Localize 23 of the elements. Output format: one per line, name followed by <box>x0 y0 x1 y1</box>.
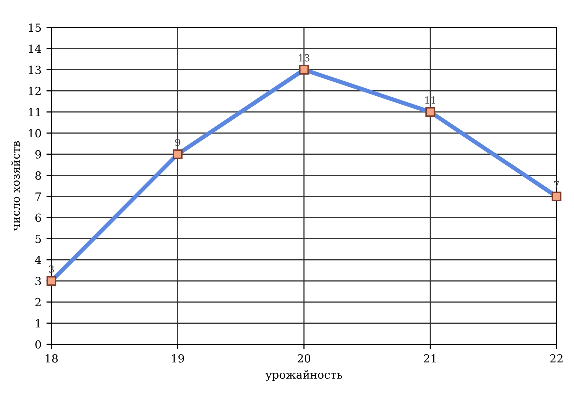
x-tick-label: 22 <box>550 354 563 363</box>
y-tick-label: 11 <box>29 108 40 116</box>
y-tick-label: 1 <box>36 319 40 328</box>
y-tick-label: 2 <box>36 298 41 306</box>
y-tick-label: 6 <box>36 214 42 222</box>
y-tick-label: 0 <box>36 340 42 349</box>
y-tick-label: 15 <box>29 24 42 32</box>
y-tick-label: 10 <box>29 129 42 138</box>
y-tick-label: 4 <box>35 256 42 264</box>
y-axis-title: число хозяйств <box>12 141 20 231</box>
y-tick-label: 13 <box>29 66 42 74</box>
y-tick-label: 7 <box>36 192 42 201</box>
x-tick-label: 18 <box>46 354 58 363</box>
y-tick-label: 12 <box>29 87 41 96</box>
x-tick-label: 20 <box>298 354 311 363</box>
y-tick-label: 9 <box>36 150 42 159</box>
x-tick-label: 21 <box>424 354 436 363</box>
y-tick-label: 3 <box>36 277 42 286</box>
x-axis-title: урожайность <box>266 370 342 382</box>
y-tick-label: 8 <box>36 172 42 180</box>
y-tick-label: 14 <box>29 44 42 54</box>
y-tick-label: 5 <box>36 235 42 244</box>
x-tick-label: 19 <box>172 354 184 363</box>
